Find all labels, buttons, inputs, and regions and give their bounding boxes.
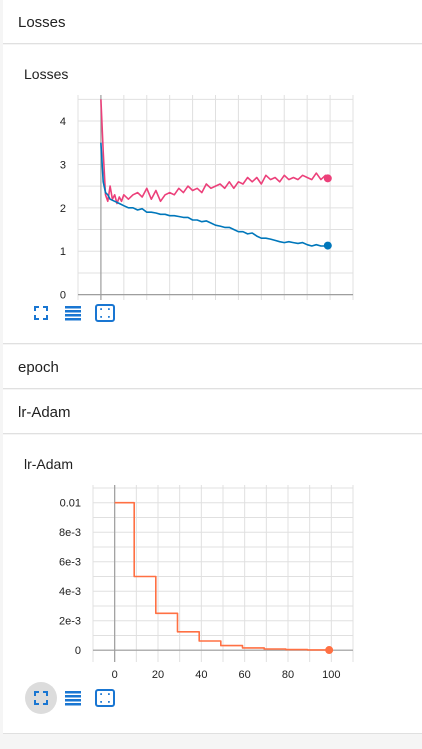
x-tick-label: 40 xyxy=(195,669,207,681)
y-tick-label: 4e-3 xyxy=(59,586,81,598)
data-table-icon xyxy=(65,691,81,706)
y-tick-label: 2e-3 xyxy=(59,616,81,628)
series-line xyxy=(100,99,329,205)
fit-screen-icon xyxy=(34,306,48,320)
x-tick-label: 80 xyxy=(282,669,294,681)
y-tick-label: 2 xyxy=(60,203,66,215)
fit-domain-button[interactable] xyxy=(89,682,121,714)
series-end-point xyxy=(323,241,332,250)
y-tick-label: 6e-3 xyxy=(59,557,81,569)
series-line xyxy=(100,142,328,247)
y-tick-label: 1 xyxy=(60,246,66,258)
y-tick-label: 8e-3 xyxy=(59,527,81,539)
section-title: lr-Adam xyxy=(18,404,71,421)
lr-adam-chart[interactable]: 0 20 40 60 80 100 0 2e-3 4e-3 6e-3 8e-3 0.01 xyxy=(3,480,383,690)
section-header-epoch[interactable]: epoch xyxy=(3,345,422,389)
data-table-icon xyxy=(65,306,81,321)
y-tick-label: 3 xyxy=(60,159,66,171)
section-title: Losses xyxy=(18,14,66,31)
y-tick-label: 0 xyxy=(75,645,81,657)
series-line xyxy=(114,501,330,651)
losses-card: Losses 02040608010001234 xyxy=(3,45,422,344)
fit-domain-button[interactable] xyxy=(89,297,121,329)
losses-chart[interactable]: 02040608010001234 xyxy=(3,90,383,300)
x-tick-label: 100 xyxy=(322,669,340,681)
fit-domain-icon xyxy=(95,689,115,707)
y-tick-label: 4 xyxy=(60,116,66,128)
section-header-losses[interactable]: Losses xyxy=(3,0,422,44)
toggle-data-button[interactable] xyxy=(57,297,89,329)
series-end-point xyxy=(325,646,334,655)
y-tick-label: 0.01 xyxy=(60,498,81,510)
x-tick-label: 20 xyxy=(152,669,164,681)
x-tick-label: 60 xyxy=(239,669,251,681)
expand-button[interactable] xyxy=(25,682,57,714)
fit-domain-icon xyxy=(95,304,115,322)
lr-adam-card: lr-Adam 0 20 40 60 80 100 0 2e-3 4e-3 6e-3 8e-3 0.0… xyxy=(3,435,422,734)
expand-button[interactable] xyxy=(25,297,57,329)
fit-screen-icon xyxy=(34,691,48,705)
y-tick-label: 0 xyxy=(60,290,66,300)
card-title: lr-Adam xyxy=(24,456,74,472)
card-title: Losses xyxy=(24,66,69,82)
toggle-data-button[interactable] xyxy=(57,682,89,714)
series-end-point xyxy=(323,174,332,183)
section-title: epoch xyxy=(18,359,59,376)
section-header-lr-adam[interactable]: lr-Adam xyxy=(3,390,422,434)
x-tick-label: 0 xyxy=(112,669,118,681)
